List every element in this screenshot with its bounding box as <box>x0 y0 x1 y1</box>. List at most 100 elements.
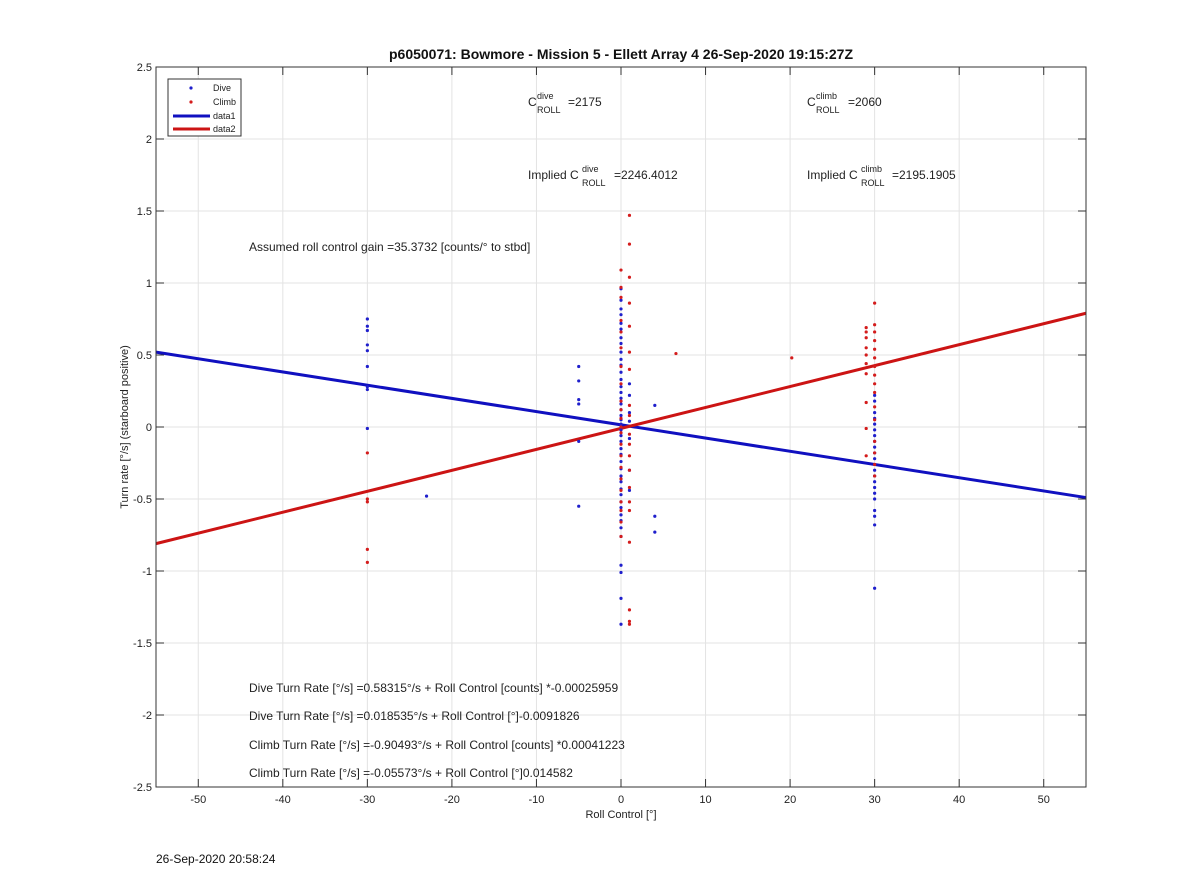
implied-climb-sup: climb <box>861 164 882 174</box>
y-tick-label: 2.5 <box>137 62 152 74</box>
x-tick-label: 10 <box>699 794 711 806</box>
climb-point <box>365 500 369 504</box>
dive-point <box>619 596 623 600</box>
climb-point <box>619 399 623 403</box>
dive-point <box>873 523 877 527</box>
dive-point <box>619 439 623 443</box>
dive-point <box>627 436 632 441</box>
dive-point <box>653 530 657 534</box>
y-tick-label: 0.5 <box>137 350 152 362</box>
dive-point <box>873 497 877 501</box>
climb-point <box>864 346 868 350</box>
dive-point <box>619 385 623 389</box>
climb-point <box>619 346 623 350</box>
dive-point <box>577 504 581 508</box>
dive-point <box>424 494 429 498</box>
climb-point <box>873 373 877 377</box>
climb-point <box>873 347 877 351</box>
dive-point <box>627 419 632 423</box>
dive-point <box>873 485 877 490</box>
chart-title: p6050071: Bowmore - Mission 5 - Ellett A… <box>389 46 853 62</box>
dive-point <box>619 447 623 451</box>
legend-dive-label: Dive <box>213 83 231 93</box>
dive-point <box>619 402 623 406</box>
climb-point <box>864 454 868 458</box>
dive-point <box>873 399 877 403</box>
climb-point <box>627 454 632 458</box>
climb-point <box>873 405 877 409</box>
climb-point <box>627 324 632 328</box>
climb-point <box>619 465 623 469</box>
equation-dive-degrees: Dive Turn Rate [°/s] =0.018535°/s + Roll… <box>249 709 580 723</box>
climb-point <box>627 275 632 279</box>
dive-point <box>619 480 623 484</box>
climb-point <box>365 560 369 564</box>
y-tick-label: -2.5 <box>133 782 152 794</box>
dive-point <box>365 328 369 333</box>
x-tick-label: -40 <box>275 794 291 806</box>
climb-point <box>790 356 794 360</box>
climb-point <box>873 451 877 455</box>
climb-point <box>627 619 632 624</box>
dive-point <box>873 480 877 484</box>
implied-dive-value: =2246.4012 <box>614 168 678 182</box>
dive-point <box>365 324 369 328</box>
dive-point <box>619 321 623 325</box>
c-climb-value: =2060 <box>848 95 882 109</box>
climb-point <box>627 540 632 544</box>
dive-point <box>619 327 623 331</box>
climb-point <box>619 268 623 272</box>
climb-point <box>619 442 623 446</box>
figure-timestamp: 26-Sep-2020 20:58:24 <box>156 852 276 866</box>
dive-point <box>619 459 623 464</box>
climb-point <box>619 425 623 429</box>
implied-dive-annotation: Implied C dive ROLL =2246.4012 <box>528 164 678 188</box>
equation-climb-counts: Climb Turn Rate [°/s] =-0.90493°/s + Rol… <box>249 738 625 752</box>
dive-point <box>619 413 623 418</box>
climb-point <box>619 534 623 539</box>
climb-point <box>674 351 678 356</box>
x-tick-label: 0 <box>618 794 624 806</box>
dive-point <box>619 622 623 626</box>
x-tick-label: 20 <box>784 794 796 806</box>
climb-point <box>864 336 868 340</box>
climb-point <box>619 330 623 334</box>
x-tick-label: 30 <box>869 794 881 806</box>
implied-climb-value: =2195.1905 <box>892 168 956 182</box>
dive-point <box>873 457 877 461</box>
climb-point <box>619 431 623 435</box>
climb-point <box>864 353 868 357</box>
dive-point <box>365 426 369 431</box>
implied-dive-sub: ROLL <box>582 178 606 188</box>
climb-point <box>873 382 877 386</box>
implied-climb-annotation: Implied C climb ROLL =2195.1905 <box>807 164 956 188</box>
dive-point <box>577 398 581 402</box>
dive-point <box>873 468 877 472</box>
climb-point <box>627 301 632 305</box>
equation-dive-counts: Dive Turn Rate [°/s] =0.58315°/s + Roll … <box>249 681 618 695</box>
climb-point <box>864 372 868 376</box>
dive-point <box>619 428 623 432</box>
climb-point <box>627 608 632 612</box>
climb-point <box>619 488 623 492</box>
climb-point <box>627 213 632 217</box>
climb-point <box>873 474 877 478</box>
dive-point <box>619 298 623 302</box>
climb-point <box>619 382 623 386</box>
dive-point <box>627 382 632 386</box>
dive-point <box>365 385 369 389</box>
climb-point <box>627 432 632 436</box>
dive-point <box>873 508 877 513</box>
climb-point <box>627 242 632 246</box>
c-dive-value: =2175 <box>568 95 602 109</box>
dive-point <box>619 474 623 478</box>
dive-point <box>619 313 623 317</box>
legend-climb-marker <box>189 100 193 104</box>
dive-point <box>577 439 581 443</box>
dive-point <box>873 514 877 518</box>
dive-point <box>619 526 623 530</box>
dive-point <box>873 428 877 432</box>
dive-point <box>619 336 623 340</box>
climb-point <box>619 285 623 289</box>
legend-box <box>167 78 242 137</box>
